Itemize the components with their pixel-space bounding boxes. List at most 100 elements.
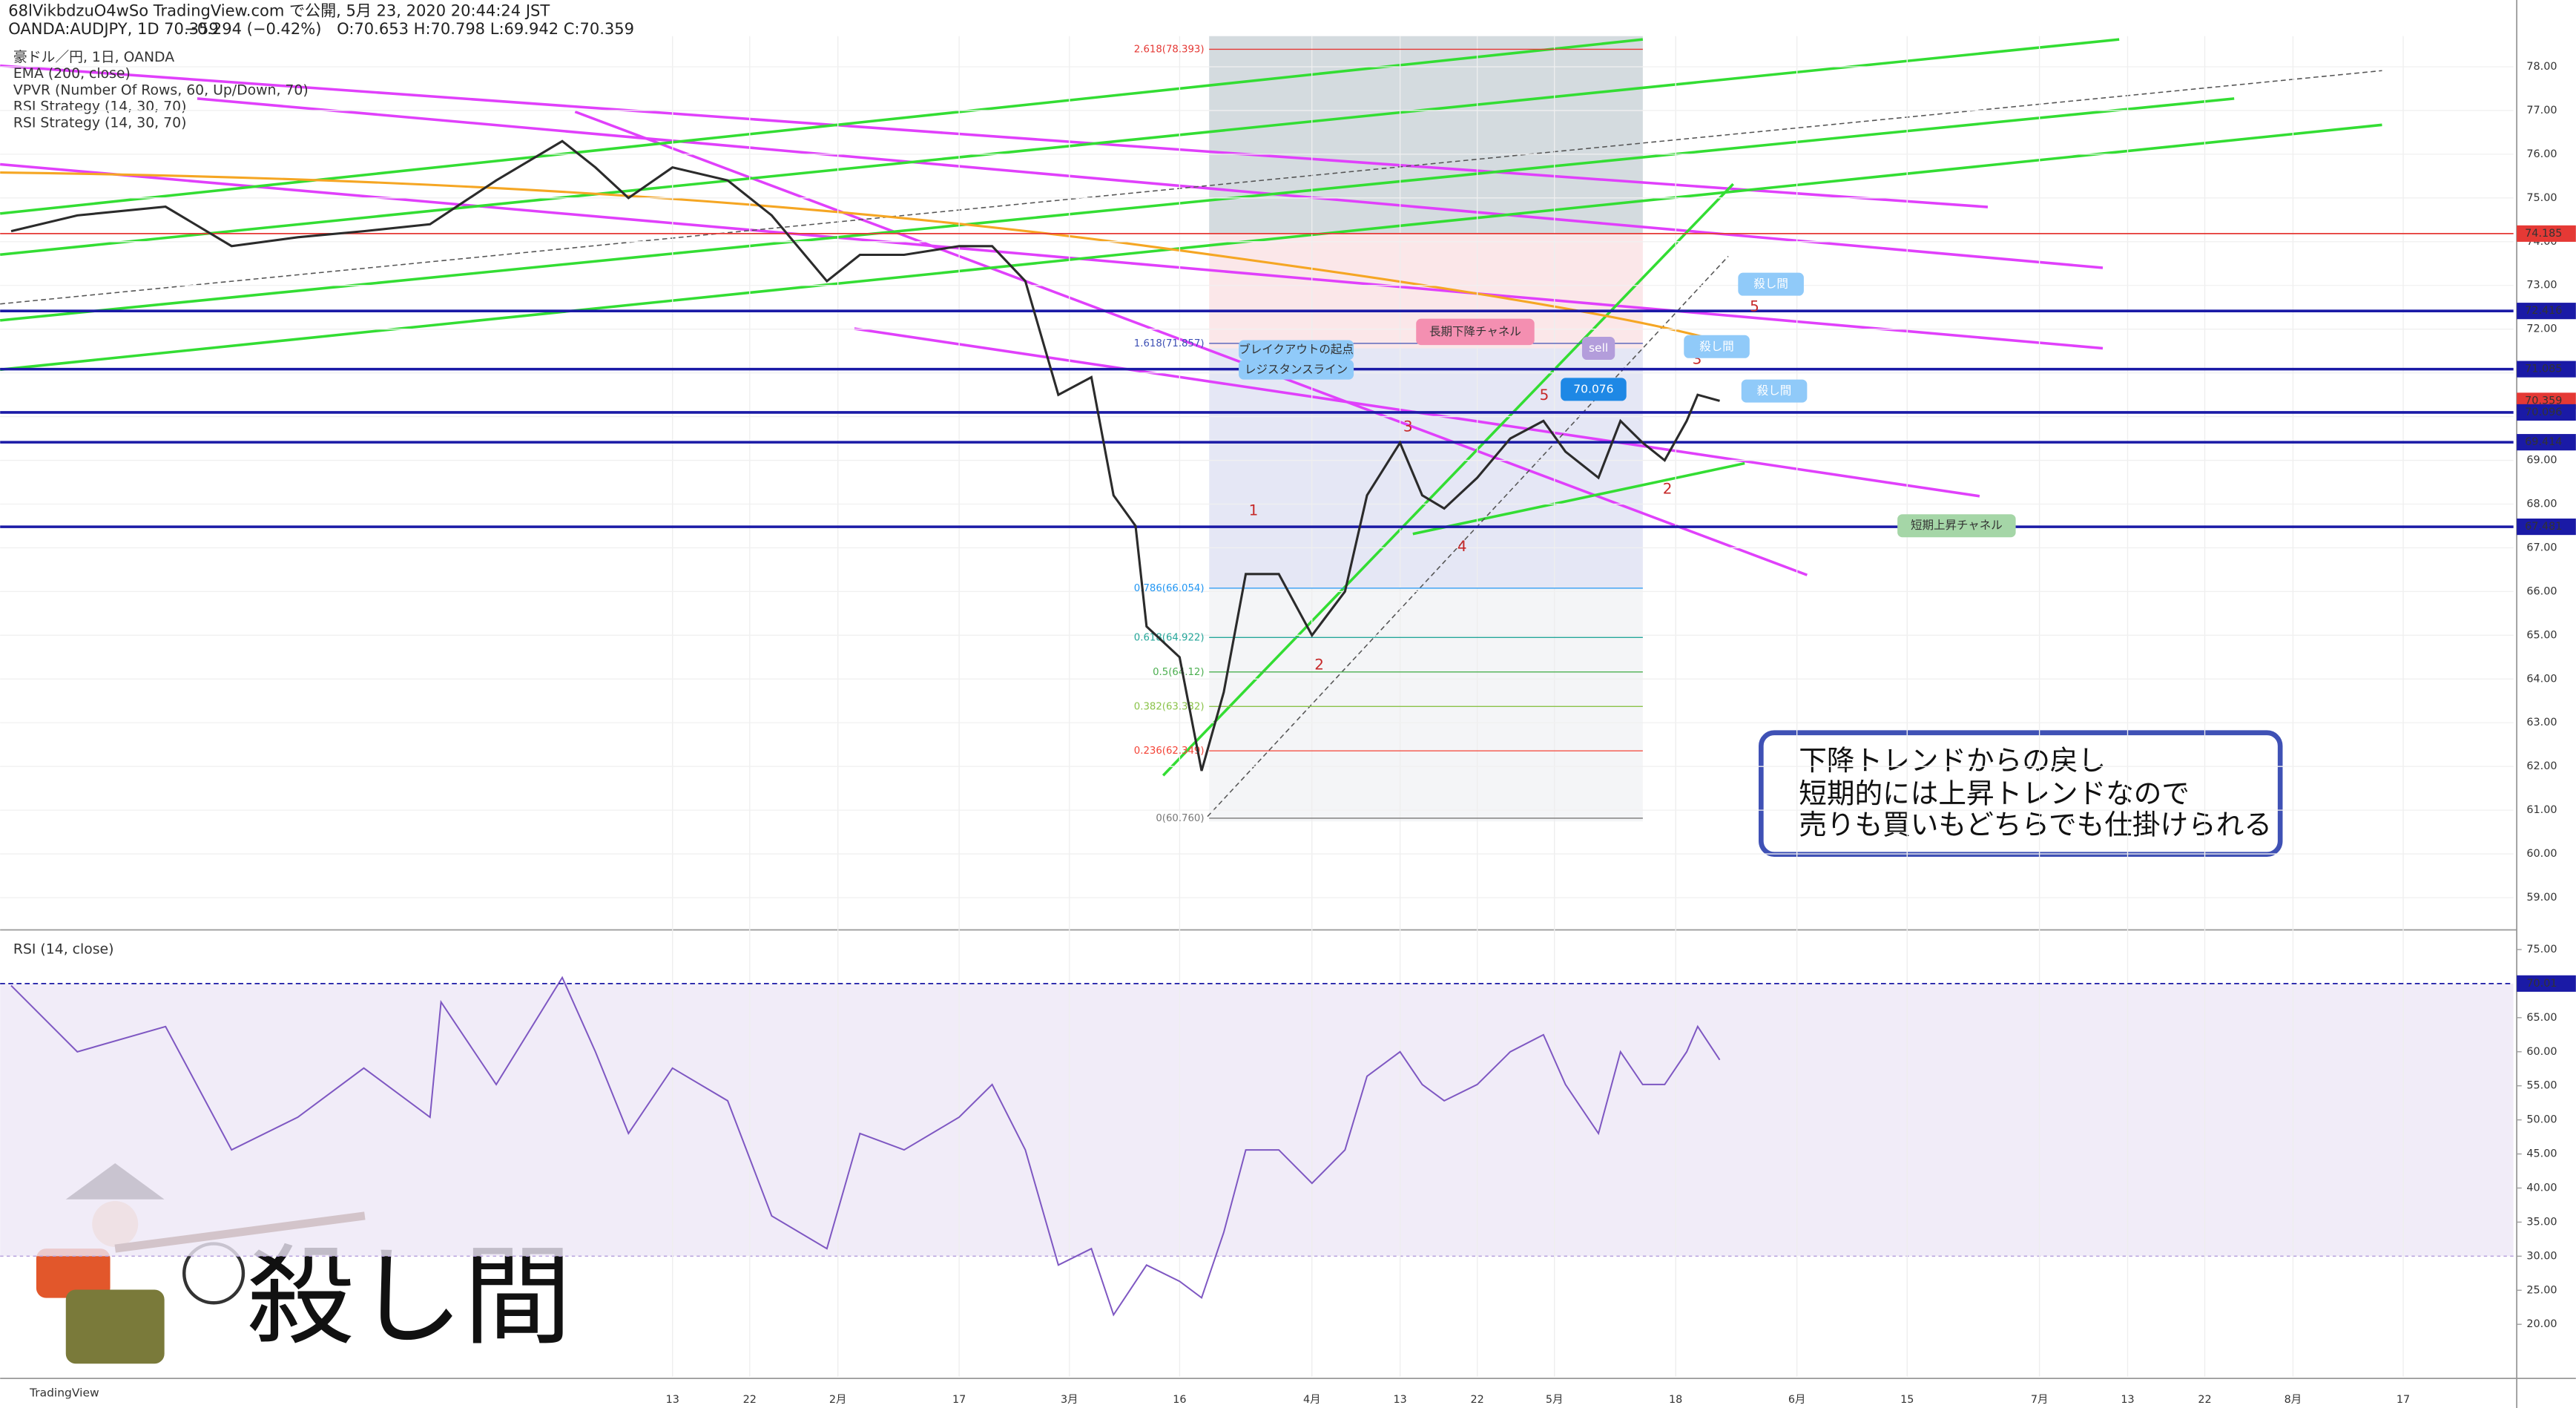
y-tick-label: 65.00 [2526,1012,2557,1024]
level-tag [2517,434,2576,451]
indicator: RSI Strategy (14, 30, 70) [13,116,187,131]
fib-zone [1209,588,1643,822]
publisher: 68lVikbdzuO4wSo TradingView.com で公開, 5月 … [8,1,550,20]
level-label: 74.185 [2525,228,2562,240]
wave-label: 2 [1314,656,1324,673]
y-tick-label: 60.00 [2526,1046,2557,1058]
callout-text: sell [1589,341,1608,355]
level-tag [2517,303,2576,320]
wave-label: 5 [1540,386,1549,404]
callout-box [1239,360,1354,380]
y-tick-label: 67.00 [2526,542,2557,553]
callout-box [1239,340,1354,361]
x-tick-label: 13 [1393,1394,1406,1406]
level-tag [2517,361,2576,378]
callout-text: 殺し間 [1757,384,1792,398]
x-tick-label: 7月 [2031,1394,2049,1406]
x-tick-label: 17 [952,1394,966,1406]
callout-text: 長期下降チャネル [1429,325,1521,338]
x-tick-label: 13 [666,1394,679,1406]
x-tick-label: 8月 [2285,1394,2302,1406]
y-tick-label: 78.00 [2526,61,2557,73]
callout-box [1897,514,2016,538]
level-tag [2517,225,2576,242]
symbol: OANDA:AUDJPY, 1D 70.359 [8,19,218,38]
rsi-title: RSI (14, close) [13,942,114,958]
y-tick-label: 40.00 [2526,1182,2557,1194]
level-label: 70.096 [2525,407,2562,418]
x-tick-label: 16 [1173,1394,1186,1406]
y-tick-label: 25.00 [2526,1284,2557,1296]
x-tick-label: 3月 [1061,1394,1078,1406]
change: −0.294 (−0.42%) [184,19,321,38]
x-tick-label: 22 [2198,1394,2211,1406]
ema-line [0,171,1742,349]
callout-text: 短期上昇チャネル [1911,519,2003,532]
y-tick-label: 55.00 [2526,1080,2557,1092]
wave-label: 5 [1750,298,1759,315]
rsi-line [10,976,1721,1317]
x-tick-label: 17 [2397,1394,2410,1406]
trend-line [0,97,2235,322]
level-tag [2517,975,2576,992]
y-tick-label: 75.00 [2526,192,2557,204]
price-line [10,139,1720,772]
callout-box [1561,378,1627,401]
y-tick-label: 63.00 [2526,717,2557,728]
level-label: 70.01 [2526,978,2557,990]
level-label: 69.414 [2525,436,2562,448]
callout-box [1684,335,1750,358]
trend-line [0,64,1989,208]
x-tick-label: 15 [1900,1394,1914,1406]
y-tick-label: 77.00 [2526,105,2557,116]
y-tick-label: 76.00 [2526,148,2557,160]
y-tick-label: 66.00 [2526,585,2557,597]
wave-label: 3 [1403,418,1413,435]
level-label: 72.416 [2525,305,2562,317]
callout-text: レジスタンスライン [1245,363,1348,376]
callout-box [1581,337,1615,361]
x-tick-label: 22 [743,1394,757,1406]
wave-label: 2 [1663,480,1673,497]
fib-label: 0.786(66.054) [1134,583,1205,594]
callout-box [1416,318,1535,346]
wave-label: 1 [1249,501,1259,519]
callout-box [1738,272,1804,296]
x-tick-label: 22 [1471,1394,1484,1406]
footer-brand: TradingView [29,1386,99,1400]
indicator: 豪ドル／円, 1日, OANDA [13,49,174,65]
y-tick-label: 73.00 [2526,280,2557,292]
y-tick-label: 60.00 [2526,848,2557,860]
y-tick-label: 62.00 [2526,760,2557,772]
trend-line [0,38,2120,257]
trend-line [197,97,2104,269]
fib-label: 0.236(62.349) [1134,746,1205,757]
trend-line [0,162,2104,350]
callout-box [1741,379,1808,403]
y-tick-label: 65.00 [2526,629,2557,641]
y-tick-label: 64.00 [2526,673,2557,685]
y-tick-label: 50.00 [2526,1114,2557,1126]
y-tick-label: 59.00 [2526,892,2557,904]
level-label: 67.481 [2525,521,2562,533]
y-tick-label: 61.00 [2526,804,2557,816]
fib-label: 0.382(63.332) [1134,701,1205,712]
y-tick-label: 68.00 [2526,498,2557,510]
fib-label: 0.5(64.12) [1153,667,1204,678]
indicator: VPVR (Number Of Rows, 60, Up/Down, 70) [13,82,309,98]
y-tick-label: 69.00 [2526,455,2557,467]
note-line: 売りも買いもどちらでも仕掛けられる [1799,808,2272,840]
trend-line [574,110,1808,576]
x-tick-label: 5月 [1546,1394,1564,1406]
callout-text: 殺し間 [1699,340,1734,353]
trend-line [1412,461,1745,536]
trend-line [0,38,1644,215]
y-tick-label: 72.00 [2526,323,2557,335]
logo-body [36,1249,111,1298]
ohlc: O:70.653 H:70.798 L:69.942 C:70.359 [337,19,634,38]
fib-label: 2.618(78.393) [1134,44,1205,55]
y-tick-label: 35.00 [2526,1216,2557,1228]
level-tag [2517,404,2576,421]
fib-label: 0.618(64.922) [1134,632,1205,643]
rsi-band [0,983,2514,1257]
